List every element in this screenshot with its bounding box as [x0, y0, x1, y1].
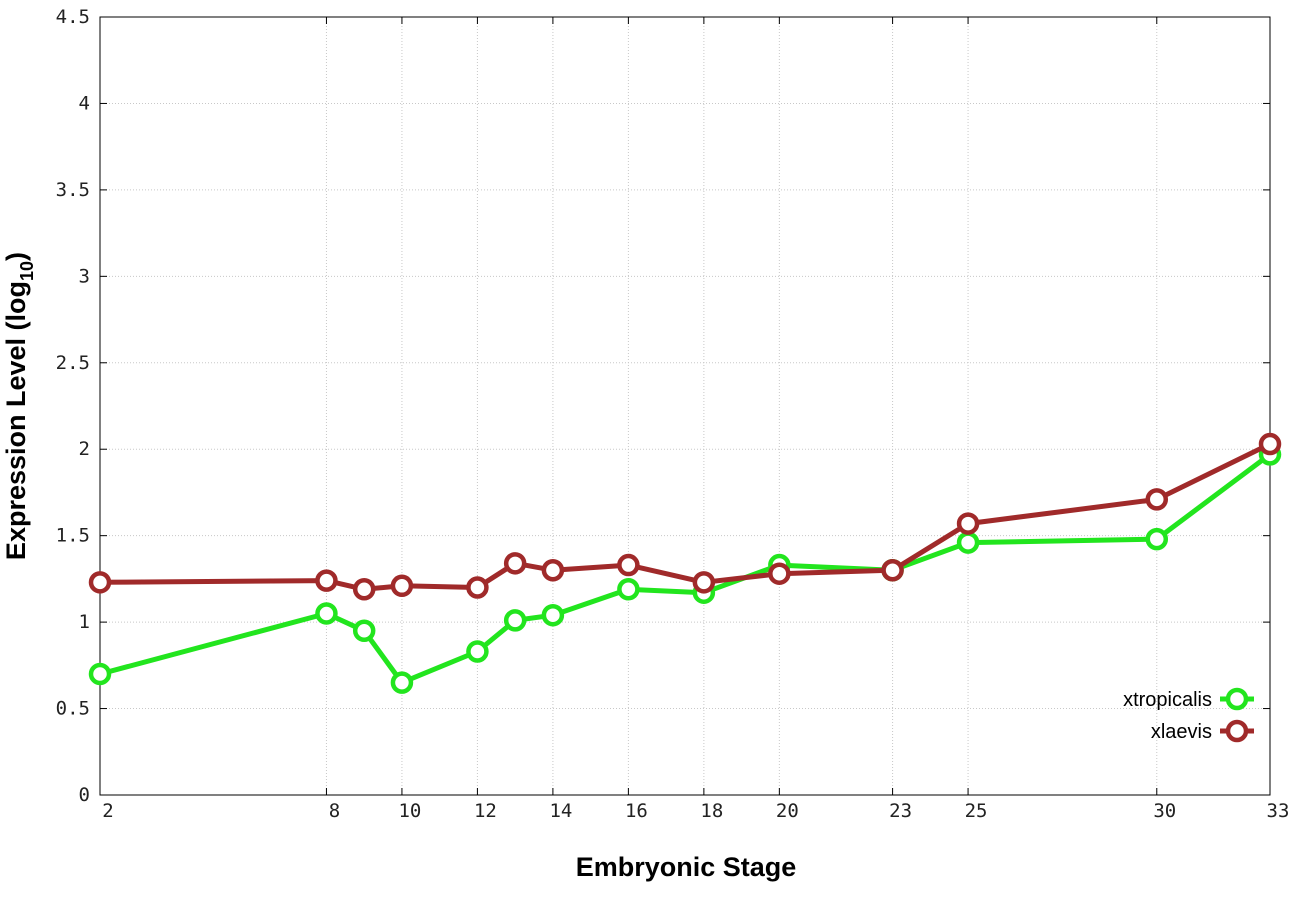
x-tick-label: 25 — [965, 800, 988, 822]
y-tick-label: 3.5 — [56, 179, 90, 201]
y-axis-title-suffix: ) — [1, 252, 31, 261]
legend-item: xlaevis — [1151, 719, 1254, 743]
y-tick-label: 2.5 — [56, 352, 90, 374]
x-tick-label: 14 — [549, 800, 572, 822]
series-xtropicalis — [88, 443, 1282, 694]
y-tick-label: 0 — [79, 784, 90, 806]
legend-label: xlaevis — [1151, 721, 1212, 743]
y-tick-label: 1 — [79, 611, 90, 633]
series-line — [99, 441, 1272, 592]
data-point — [390, 671, 414, 694]
data-point — [88, 571, 112, 594]
x-tick-label: 12 — [474, 800, 497, 822]
data-point — [315, 569, 338, 592]
data-point — [541, 558, 565, 582]
legend-swatch-marker — [1225, 719, 1249, 743]
legend-item: xtropicalis — [1123, 687, 1254, 711]
y-tick-label: 4 — [79, 92, 90, 114]
data-point — [315, 602, 338, 625]
data-point — [1145, 488, 1169, 511]
x-axis-title: Embryonic Stage — [576, 852, 797, 882]
data-point — [617, 553, 640, 577]
x-tick-label: 10 — [398, 800, 421, 822]
data-point — [352, 619, 376, 643]
series-xlaevis — [88, 432, 1282, 601]
series-line — [99, 452, 1272, 686]
data-point — [768, 562, 791, 585]
x-tick-label: 2 — [102, 800, 113, 822]
data-point — [617, 578, 640, 601]
y-axis-title-subscript: 10 — [17, 261, 37, 281]
y-tick-label: 1.5 — [56, 525, 90, 547]
x-tick-label: 30 — [1153, 800, 1176, 822]
grid — [100, 17, 1270, 795]
data-point — [503, 552, 527, 575]
data-point — [881, 558, 904, 582]
data-point — [541, 603, 565, 627]
legend: xtropicalis xlaevis — [1123, 687, 1254, 743]
data-point — [1145, 527, 1169, 551]
x-tick-label: 18 — [700, 800, 723, 822]
data-point — [390, 574, 414, 598]
x-tick-label: 33 — [1267, 800, 1290, 822]
data-point — [692, 571, 716, 594]
x-tick-label: 16 — [625, 800, 648, 822]
x-tick-label: 8 — [329, 800, 340, 822]
legend-label: xtropicalis — [1123, 689, 1212, 711]
series-group — [88, 432, 1282, 694]
data-point — [956, 512, 980, 535]
data-point — [956, 531, 980, 554]
data-point — [466, 640, 489, 663]
x-tick-label: 20 — [776, 800, 799, 822]
plot-frame — [99, 16, 1271, 796]
legend-swatch-marker — [1225, 687, 1249, 711]
y-tick-label: 0.5 — [56, 698, 90, 720]
data-point — [1258, 432, 1282, 456]
data-point — [466, 576, 489, 599]
y-axis-title: Expression Level (log10) — [1, 252, 37, 560]
axis-ticks: 0 0.5 1 1.5 2 2.5 3 3.5 4 4.5 2 8 10 12 14 16 18 20 23 25 30… — [56, 6, 1290, 822]
data-point — [88, 662, 112, 686]
x-tick-label: 23 — [889, 800, 912, 822]
y-axis-title-main: Expression Level (log — [1, 281, 31, 560]
y-tick-label: 3 — [79, 265, 90, 287]
y-tick-label: 2 — [79, 438, 90, 460]
data-point — [352, 578, 376, 601]
y-tick-label: 4.5 — [56, 6, 90, 28]
data-point — [503, 609, 527, 632]
